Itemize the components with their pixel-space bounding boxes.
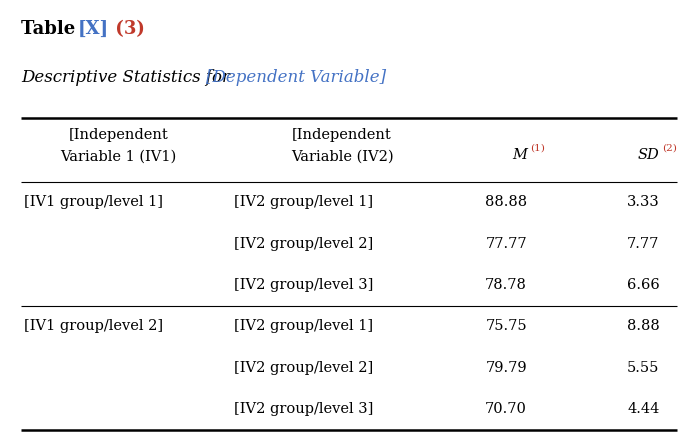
- Text: [IV1 group/level 2]: [IV1 group/level 2]: [24, 320, 163, 333]
- Text: 75.75: 75.75: [485, 320, 527, 333]
- Text: [X]: [X]: [78, 20, 110, 38]
- Text: [IV2 group/level 3]: [IV2 group/level 3]: [234, 278, 373, 292]
- Text: 88.88: 88.88: [485, 195, 527, 209]
- Text: [IV2 group/level 1]: [IV2 group/level 1]: [234, 195, 373, 209]
- Text: (1): (1): [530, 143, 544, 152]
- Text: [IV2 group/level 1]: [IV2 group/level 1]: [234, 320, 373, 333]
- Text: 7.77: 7.77: [628, 237, 660, 251]
- Text: (2): (2): [662, 143, 677, 152]
- Text: [IV2 group/level 2]: [IV2 group/level 2]: [234, 237, 373, 251]
- Text: [Independent: [Independent: [292, 128, 392, 142]
- Text: M: M: [512, 148, 527, 162]
- Text: [Dependent Variable]: [Dependent Variable]: [206, 69, 386, 86]
- Text: 5.55: 5.55: [628, 361, 660, 375]
- Text: 3.33: 3.33: [627, 195, 660, 209]
- Text: 79.79: 79.79: [485, 361, 527, 375]
- Text: [IV2 group/level 2]: [IV2 group/level 2]: [234, 361, 373, 375]
- Text: SD: SD: [638, 148, 660, 162]
- Text: [IV2 group/level 3]: [IV2 group/level 3]: [234, 402, 373, 416]
- Text: Variable (IV2): Variable (IV2): [290, 150, 394, 164]
- Text: [Independent: [Independent: [69, 128, 168, 142]
- Text: 70.70: 70.70: [485, 402, 527, 416]
- Text: 8.88: 8.88: [627, 320, 660, 333]
- Text: 77.77: 77.77: [485, 237, 527, 251]
- Text: 4.44: 4.44: [628, 402, 660, 416]
- Text: Table: Table: [21, 20, 82, 38]
- Text: 6.66: 6.66: [627, 278, 660, 292]
- Text: 78.78: 78.78: [485, 278, 527, 292]
- Text: (3): (3): [109, 20, 144, 38]
- Text: [IV1 group/level 1]: [IV1 group/level 1]: [24, 195, 163, 209]
- Text: Descriptive Statistics for: Descriptive Statistics for: [21, 69, 235, 86]
- Text: Variable 1 (IV1): Variable 1 (IV1): [61, 150, 177, 164]
